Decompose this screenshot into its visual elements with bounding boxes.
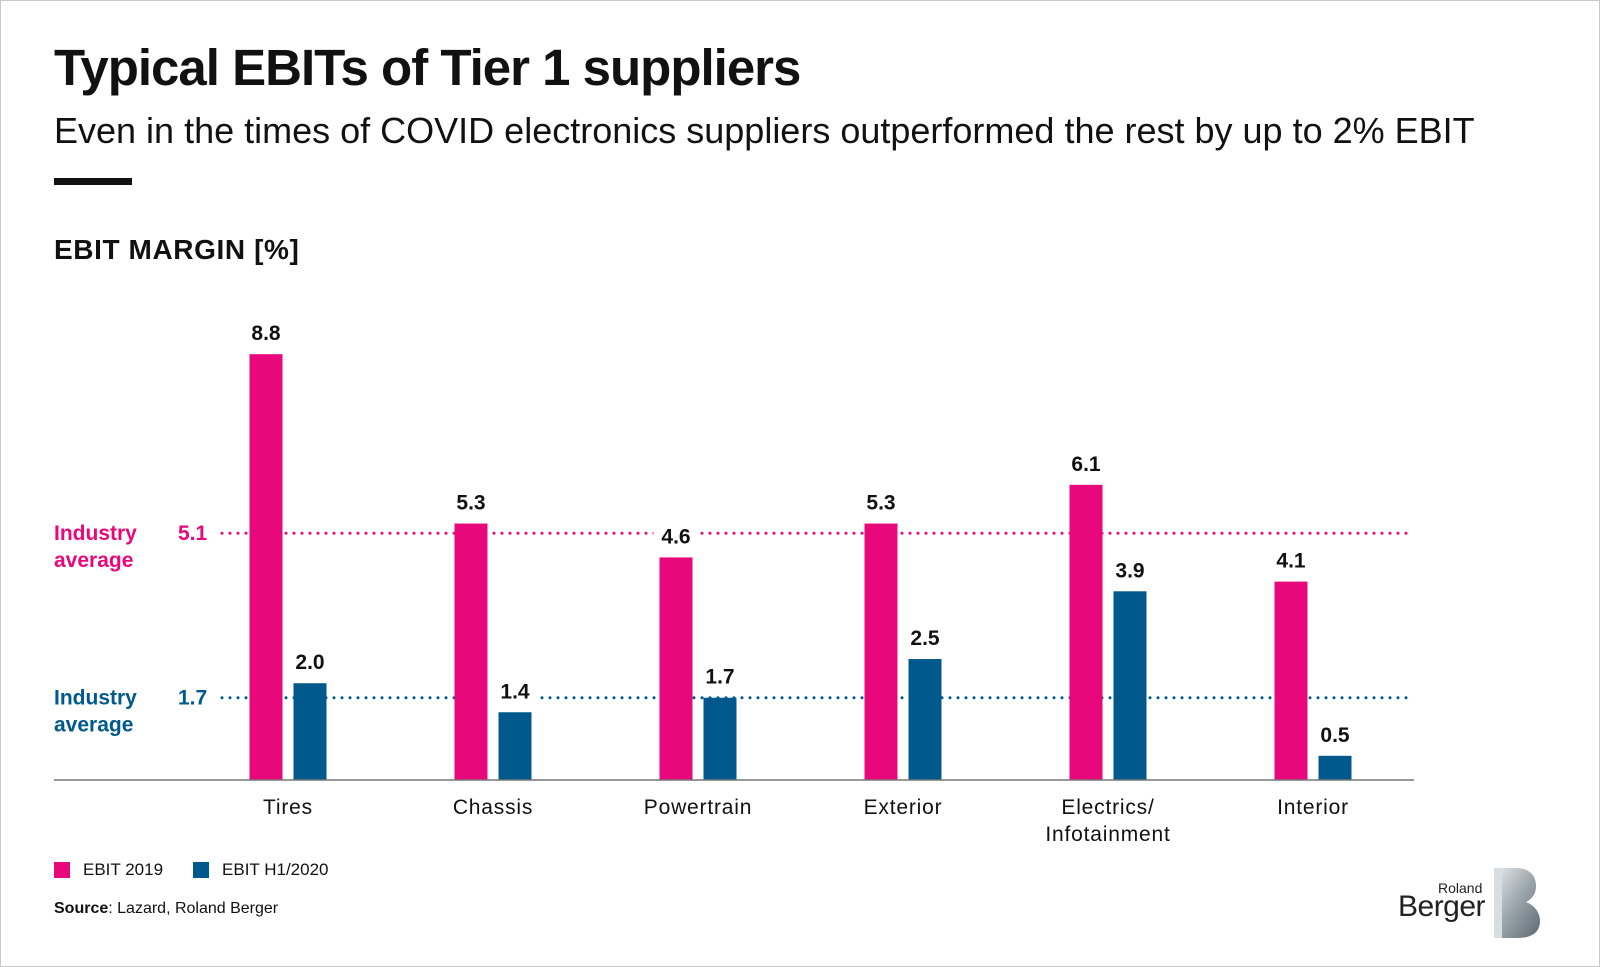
data-label: 4.1 — [1276, 550, 1306, 573]
bars: 8.8 2.0 5.3 1.4 4.6 1.7 5.3 2.5 6.1 3.9 4.1 0.5 — [243, 319, 1358, 780]
data-label-bg — [653, 522, 699, 549]
data-label-bg — [492, 677, 538, 704]
data-label-bg — [243, 319, 289, 346]
legend-label: EBIT H1/2020 — [222, 860, 329, 879]
source-text: : Lazard, Roland Berger — [108, 900, 279, 917]
bar — [498, 712, 532, 780]
data-label-bg — [1268, 546, 1314, 573]
chart-title: Typical EBITs of Tier 1 suppliers — [54, 39, 801, 96]
legend-swatch — [193, 862, 210, 878]
reference-line-label: average — [54, 714, 133, 737]
data-label-bg — [1063, 449, 1109, 476]
data-label: 2.5 — [910, 627, 940, 650]
x-tick-label: Tires — [263, 796, 313, 819]
data-label-bg — [1312, 720, 1358, 747]
reference-line-label: Industry — [54, 522, 137, 545]
data-label: 3.9 — [1115, 559, 1144, 582]
legend-swatch — [54, 862, 70, 878]
data-label: 4.6 — [661, 525, 690, 548]
x-tick-label: Exterior — [864, 796, 943, 819]
data-label-bg — [287, 648, 333, 675]
legend: EBIT 2019 EBIT H1/2020 — [54, 860, 359, 880]
legend-item-ebit-h1-2020: EBIT H1/2020 — [193, 860, 329, 880]
reference-line-label: Industry — [54, 687, 137, 710]
bar — [1274, 581, 1308, 780]
bar — [864, 523, 898, 780]
x-axis-labels: Tires Chassis Powertrain Exterior Electrics/… — [263, 796, 1349, 846]
bar — [1113, 591, 1147, 780]
reference-line-value: 1.7 — [178, 687, 207, 710]
bar — [1069, 484, 1103, 780]
reference-line-label: average — [54, 549, 133, 572]
data-label-bg — [697, 662, 743, 689]
bar — [1318, 755, 1352, 780]
data-label: 8.8 — [251, 322, 281, 345]
bar — [703, 697, 737, 780]
data-label: 5.3 — [866, 492, 895, 515]
data-label: 6.1 — [1071, 453, 1101, 476]
bar — [908, 659, 942, 780]
b-logo-mark-icon — [1494, 868, 1540, 938]
x-tick-label: Electrics/ — [1061, 796, 1154, 819]
bar — [659, 557, 693, 780]
data-label-bg — [448, 488, 494, 515]
data-label-bg — [1107, 556, 1153, 583]
reference-lines: Industry average 5.1 Industry average 1.7 — [54, 522, 1416, 737]
data-label: 1.4 — [500, 680, 530, 703]
legend-item-ebit-2019: EBIT 2019 — [54, 860, 163, 880]
x-tick-label: Interior — [1277, 796, 1349, 819]
legend-label: EBIT 2019 — [83, 860, 164, 879]
data-label-bg — [858, 488, 904, 515]
logo-text-berger: Berger — [1398, 890, 1486, 923]
reference-line-value: 5.1 — [178, 522, 208, 545]
x-tick-label: Chassis — [453, 796, 533, 819]
chart-subtitle: Even in the times of COVID electronics s… — [54, 110, 1475, 151]
source-label: Source — [54, 900, 109, 917]
roland-berger-logo: Roland Berger — [1396, 866, 1546, 940]
data-label: 0.5 — [1320, 724, 1350, 747]
title-divider — [54, 178, 132, 185]
data-label: 5.3 — [456, 492, 485, 515]
x-tick-label: Powertrain — [644, 796, 752, 819]
y-axis-title: EBIT MARGIN [%] — [54, 234, 300, 265]
bar — [454, 523, 488, 780]
data-label-bg — [902, 624, 948, 651]
logo-text-roland: Roland — [1438, 880, 1483, 896]
bar — [249, 354, 283, 780]
bar — [293, 683, 327, 780]
source-note: Source: Lazard, Roland Berger — [54, 900, 278, 918]
data-label: 1.7 — [705, 666, 734, 689]
x-tick-label: Infotainment — [1045, 823, 1170, 846]
data-label: 2.0 — [295, 651, 324, 674]
